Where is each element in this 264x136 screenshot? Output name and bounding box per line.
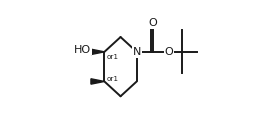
Text: N: N — [133, 47, 141, 57]
Polygon shape — [91, 49, 104, 55]
Text: O: O — [148, 18, 157, 28]
Text: HO: HO — [74, 45, 91, 55]
Text: O: O — [165, 47, 173, 57]
Text: or1: or1 — [107, 76, 119, 82]
Polygon shape — [91, 79, 104, 84]
Text: or1: or1 — [107, 54, 119, 60]
